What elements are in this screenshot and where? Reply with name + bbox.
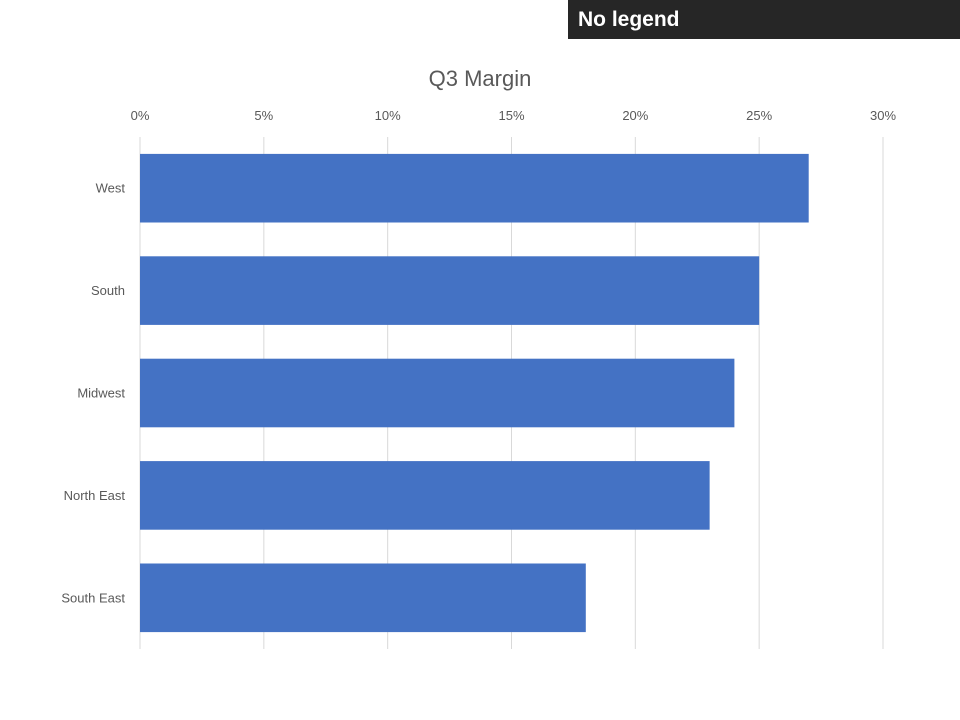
bar-south [140,256,760,325]
bar-south-east [140,563,586,633]
category-label: South [91,283,125,298]
x-axis-ticks: 0% 5% 10% 15% 20% 25% 30% [131,108,897,123]
category-label: North East [64,488,126,503]
bar-midwest [140,358,735,428]
x-tick-label: 25% [746,108,772,123]
x-tick-label: 20% [622,108,648,123]
x-tick-label: 10% [375,108,401,123]
category-label: Midwest [77,386,125,401]
x-tick-label: 30% [870,108,896,123]
bar-north-east [140,461,710,530]
category-labels: West South Midwest North East South East [61,181,125,606]
bar-west [140,153,809,223]
no-legend-badge: No legend [568,0,960,39]
category-label: South East [61,590,125,605]
x-tick-label: 15% [498,108,524,123]
category-label: West [96,181,126,196]
chart-title: Q3 Margin [428,66,532,91]
bars [140,153,809,633]
x-tick-label: 5% [254,108,273,123]
x-tick-label: 0% [131,108,150,123]
